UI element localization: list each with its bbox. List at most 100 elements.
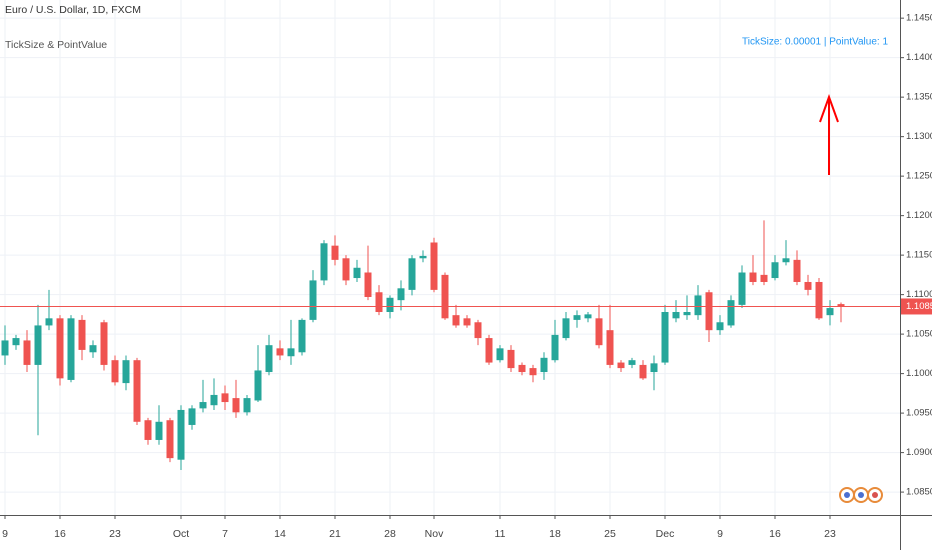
indicator-name: TickSize & PointValue	[5, 39, 107, 51]
candle	[749, 255, 757, 286]
candle-body	[694, 295, 702, 316]
x-tick-label: 9	[717, 528, 723, 540]
last-price-label: 1.10850	[906, 301, 932, 312]
y-tick-label: 1.13500	[906, 92, 932, 103]
candle	[12, 334, 20, 350]
candle	[100, 319, 108, 371]
axes: 1.08500 1.09000 1.09500 1.10000 1.10500 1.110…	[2, 13, 932, 540]
candle	[463, 315, 471, 328]
chart-title: Euro / U.S. Dollar, 1D, FXCM	[5, 4, 141, 16]
candle-body	[155, 421, 163, 440]
candle	[133, 357, 141, 425]
x-tick-label: 16	[54, 528, 66, 540]
candle-body	[441, 274, 449, 319]
candle	[782, 240, 790, 266]
candle	[155, 405, 163, 445]
candle	[606, 304, 614, 369]
candle-body	[342, 258, 350, 281]
candle	[243, 394, 251, 416]
y-tick-label: 1.12000	[906, 210, 932, 221]
candle	[23, 330, 31, 373]
indicator-annotation: TickSize: 0.00001 | PointValue: 1	[742, 37, 888, 48]
candle-body	[287, 348, 295, 357]
last-price-box	[901, 298, 932, 315]
candle	[694, 285, 702, 320]
candle	[584, 312, 592, 323]
candle-body	[100, 322, 108, 365]
candle	[265, 334, 273, 376]
x-tick-label: 7	[222, 528, 228, 540]
candle-body	[144, 420, 152, 440]
candle	[188, 405, 196, 430]
candle	[221, 385, 229, 410]
plot	[0, 220, 900, 470]
candle	[375, 285, 383, 316]
candle	[771, 255, 779, 281]
y-tick-label: 1.08500	[906, 487, 932, 498]
candle	[705, 289, 713, 343]
candle	[166, 417, 174, 463]
candle-body	[111, 360, 119, 383]
candle	[551, 319, 559, 363]
candle	[661, 304, 669, 365]
candle-body	[573, 315, 581, 320]
candle	[650, 355, 658, 391]
candle-body	[551, 334, 559, 361]
candle-body	[826, 308, 834, 316]
candle	[364, 245, 372, 301]
logo	[839, 487, 883, 503]
y-tick-label: 1.11500	[906, 250, 932, 261]
x-tick-label: 25	[604, 528, 616, 540]
candle-body	[672, 312, 680, 319]
candle-body	[639, 364, 647, 379]
candle	[56, 315, 64, 386]
candle	[144, 417, 152, 445]
candle	[34, 304, 42, 436]
candle-body	[177, 409, 185, 460]
candle-body	[705, 292, 713, 331]
y-tick-label: 1.11000	[906, 289, 932, 300]
candle-body	[716, 322, 724, 331]
candle-body	[166, 420, 174, 459]
x-tick-label: 16	[769, 528, 781, 540]
y-tick-label: 1.09500	[906, 408, 932, 419]
x-tick-label: Oct	[173, 528, 189, 540]
candle-body	[265, 345, 273, 373]
y-tick-label: 1.12500	[906, 171, 932, 182]
candle	[716, 315, 724, 335]
grid	[0, 0, 900, 515]
candle	[78, 315, 86, 361]
candle-body	[188, 408, 196, 425]
candle-body	[386, 297, 394, 313]
candle-body	[364, 272, 372, 297]
candle	[320, 240, 328, 286]
candle	[452, 304, 460, 328]
candle-body	[760, 274, 768, 282]
candle-body	[771, 262, 779, 279]
candle-body	[584, 314, 592, 319]
y-tick-label: 1.10000	[906, 368, 932, 379]
candle	[408, 255, 416, 296]
candle	[595, 304, 603, 349]
candle-body	[749, 272, 757, 282]
x-tick-label: 28	[384, 528, 396, 540]
candle-body	[617, 362, 625, 369]
candle-body	[562, 318, 570, 339]
x-tick-label: 21	[329, 528, 341, 540]
candle	[309, 270, 317, 323]
candle	[397, 280, 405, 311]
candle	[683, 295, 691, 320]
candle	[496, 345, 504, 363]
candle	[331, 235, 339, 266]
candle	[573, 310, 581, 328]
candle	[210, 378, 218, 410]
candle-body	[67, 318, 75, 380]
candle	[353, 259, 361, 282]
candle-body	[430, 242, 438, 290]
x-tick-label: 23	[109, 528, 121, 540]
x-tick-label: 23	[824, 528, 836, 540]
candle-body	[133, 360, 141, 422]
candle	[639, 360, 647, 380]
y-tick-label: 1.14000	[906, 52, 932, 63]
candle-body	[210, 394, 218, 406]
